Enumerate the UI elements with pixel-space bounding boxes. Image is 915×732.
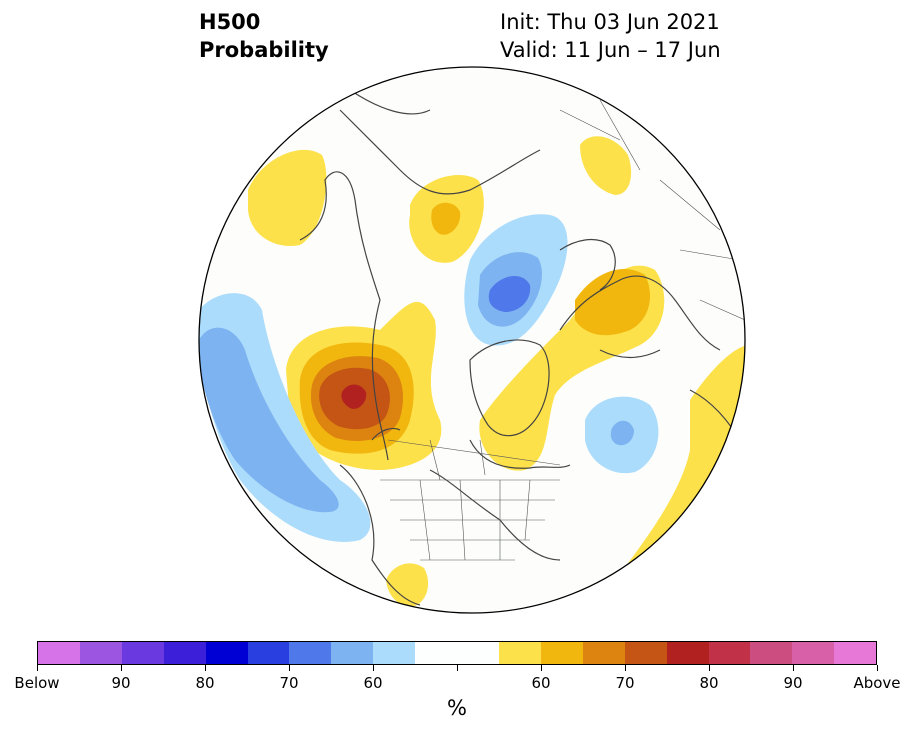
colorbar-label: 80 xyxy=(195,674,215,692)
colorbar-swatch xyxy=(498,642,541,664)
anomaly-mexico-above-55 xyxy=(386,563,429,607)
title-left: H500 Probability xyxy=(199,8,329,64)
colorbar-swatch xyxy=(666,642,709,664)
colorbar-unit: % xyxy=(447,696,467,720)
anomaly-alaska-above-55 xyxy=(248,149,327,246)
field-title: H500 xyxy=(199,10,261,34)
colorbar-swatch xyxy=(79,642,122,664)
colorbar-tick xyxy=(373,665,374,671)
coast-siberia xyxy=(339,89,541,195)
coast-greenland xyxy=(469,339,550,437)
colorbar-tick xyxy=(793,665,794,671)
colorbar xyxy=(37,641,877,665)
colorbar-swatch xyxy=(205,642,248,664)
colorbar-swatch xyxy=(540,642,583,664)
border-eurasia xyxy=(559,99,745,321)
colorbar-label: 70 xyxy=(615,674,635,692)
anomaly-atlantic-below-60 xyxy=(610,420,634,446)
colorbar-swatch xyxy=(708,642,751,664)
colorbar-swatch xyxy=(792,642,835,664)
borders xyxy=(380,99,745,561)
product-title: Probability xyxy=(199,38,329,62)
colorbar-tick xyxy=(289,665,290,671)
colorbar-label: 60 xyxy=(363,674,383,692)
anomaly-eurasia-above-60 xyxy=(575,268,650,336)
colorbar-ticks xyxy=(37,665,878,673)
valid-time: Valid: 11 Jun – 17 Jun xyxy=(500,38,721,62)
border-us-states xyxy=(380,479,560,561)
colorbar-tick xyxy=(121,665,122,671)
title-right: Init: Thu 03 Jun 2021 Valid: 11 Jun – 17… xyxy=(500,8,721,64)
coast-alaska xyxy=(299,171,389,461)
init-time: Init: Thu 03 Jun 2021 xyxy=(500,10,720,34)
coast-scandinavia xyxy=(559,238,616,291)
colorbar-swatch xyxy=(624,642,667,664)
colorbar-tick xyxy=(709,665,710,671)
colorbar-swatch xyxy=(247,642,290,664)
colorbar-swatch xyxy=(38,642,80,664)
anomaly-east-above-55 xyxy=(580,136,632,195)
colorbar-label: 70 xyxy=(279,674,299,692)
anomaly-arctic-below-65 xyxy=(488,275,531,312)
coastlines xyxy=(299,89,745,606)
colorbar-swatch xyxy=(163,642,206,664)
colorbar-label: Above xyxy=(853,674,901,692)
colorbar-swatch xyxy=(373,642,416,664)
globe-border xyxy=(198,66,746,614)
probability-shading xyxy=(199,136,745,607)
colorbar-swatch xyxy=(750,642,793,664)
polar-map xyxy=(198,66,746,614)
colorbar-swatch xyxy=(331,642,374,664)
colorbar-tick xyxy=(877,665,878,671)
border-canada xyxy=(387,439,561,481)
colorbar-tick xyxy=(625,665,626,671)
colorbar-tick xyxy=(457,665,458,671)
colorbar-swatch xyxy=(582,642,625,664)
anomaly-pacific-below-60 xyxy=(199,327,339,513)
coast-europe xyxy=(559,275,721,359)
colorbar-tick xyxy=(205,665,206,671)
colorbar-swatch xyxy=(121,642,164,664)
colorbar-label: 80 xyxy=(699,674,719,692)
anomaly-pacific-above-80 xyxy=(341,384,367,409)
colorbar-swatch xyxy=(289,642,332,664)
colorbar-tick xyxy=(37,665,38,671)
colorbar-tick xyxy=(541,665,542,671)
colorbar-label: 90 xyxy=(783,674,803,692)
anomaly-siberia-above-60 xyxy=(431,202,461,235)
colorbar-swatch xyxy=(457,642,499,664)
colorbar-label: 60 xyxy=(531,674,551,692)
colorbar-swatch xyxy=(834,642,877,664)
colorbar-swatch xyxy=(415,642,458,664)
colorbar-label: 90 xyxy=(111,674,131,692)
colorbar-label: Below xyxy=(14,674,60,692)
